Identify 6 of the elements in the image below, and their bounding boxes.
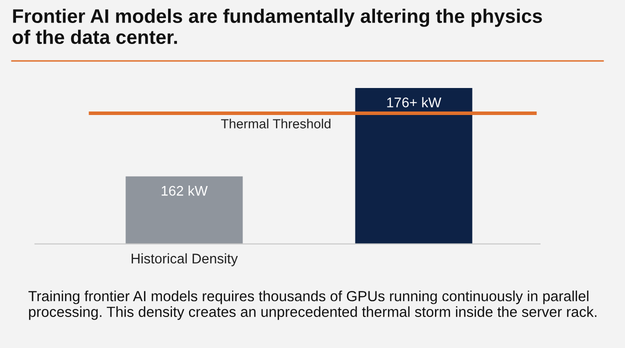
data-label: 162 kW (162, 186, 208, 196)
ref-line-label: Thermal Threshold (221, 118, 330, 128)
text: Training frontier AI models requires thousands of GPUs running continuously in parallel processing. This density creates an unprecedented thermal storm inside the server rack. (28, 290, 596, 320)
chart-title: Frontier AI models are fundamentally altering the physics of the data center. (12, 8, 542, 44)
x-tick-label: Historical Density (132, 253, 238, 266)
data-label: 176+ kW (387, 97, 442, 108)
